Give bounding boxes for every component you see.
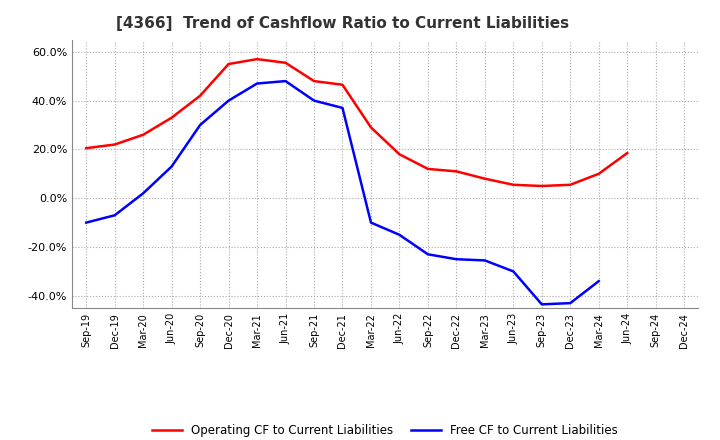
- Free CF to Current Liabilities: [310, 98, 318, 103]
- Free CF to Current Liabilities: [509, 269, 518, 274]
- Operating CF to Current Liabilities: [452, 169, 461, 174]
- Free CF to Current Liabilities: [167, 164, 176, 169]
- Line: Free CF to Current Liabilities: Free CF to Current Liabilities: [86, 81, 599, 304]
- Free CF to Current Liabilities: [423, 252, 432, 257]
- Operating CF to Current Liabilities: [395, 152, 404, 157]
- Free CF to Current Liabilities: [566, 301, 575, 306]
- Operating CF to Current Liabilities: [366, 125, 375, 130]
- Free CF to Current Liabilities: [110, 213, 119, 218]
- Free CF to Current Liabilities: [395, 232, 404, 238]
- Operating CF to Current Liabilities: [509, 182, 518, 187]
- Free CF to Current Liabilities: [282, 78, 290, 84]
- Operating CF to Current Liabilities: [82, 146, 91, 151]
- Operating CF to Current Liabilities: [225, 61, 233, 66]
- Operating CF to Current Liabilities: [423, 166, 432, 172]
- Free CF to Current Liabilities: [366, 220, 375, 225]
- Free CF to Current Liabilities: [338, 105, 347, 110]
- Free CF to Current Liabilities: [480, 258, 489, 263]
- Text: [4366]  Trend of Cashflow Ratio to Current Liabilities: [4366] Trend of Cashflow Ratio to Curren…: [116, 16, 569, 32]
- Operating CF to Current Liabilities: [310, 78, 318, 84]
- Operating CF to Current Liabilities: [167, 115, 176, 120]
- Free CF to Current Liabilities: [253, 81, 261, 86]
- Operating CF to Current Liabilities: [253, 56, 261, 62]
- Operating CF to Current Liabilities: [196, 93, 204, 99]
- Operating CF to Current Liabilities: [537, 183, 546, 189]
- Line: Operating CF to Current Liabilities: Operating CF to Current Liabilities: [86, 59, 627, 186]
- Operating CF to Current Liabilities: [595, 171, 603, 176]
- Free CF to Current Liabilities: [82, 220, 91, 225]
- Free CF to Current Liabilities: [139, 191, 148, 196]
- Free CF to Current Liabilities: [595, 279, 603, 284]
- Free CF to Current Liabilities: [225, 98, 233, 103]
- Operating CF to Current Liabilities: [566, 182, 575, 187]
- Operating CF to Current Liabilities: [139, 132, 148, 137]
- Operating CF to Current Liabilities: [110, 142, 119, 147]
- Free CF to Current Liabilities: [452, 257, 461, 262]
- Operating CF to Current Liabilities: [338, 82, 347, 88]
- Operating CF to Current Liabilities: [623, 150, 631, 156]
- Operating CF to Current Liabilities: [282, 60, 290, 66]
- Free CF to Current Liabilities: [537, 302, 546, 307]
- Operating CF to Current Liabilities: [480, 176, 489, 181]
- Legend: Operating CF to Current Liabilities, Free CF to Current Liabilities: Operating CF to Current Liabilities, Fre…: [148, 419, 623, 440]
- Free CF to Current Liabilities: [196, 122, 204, 128]
